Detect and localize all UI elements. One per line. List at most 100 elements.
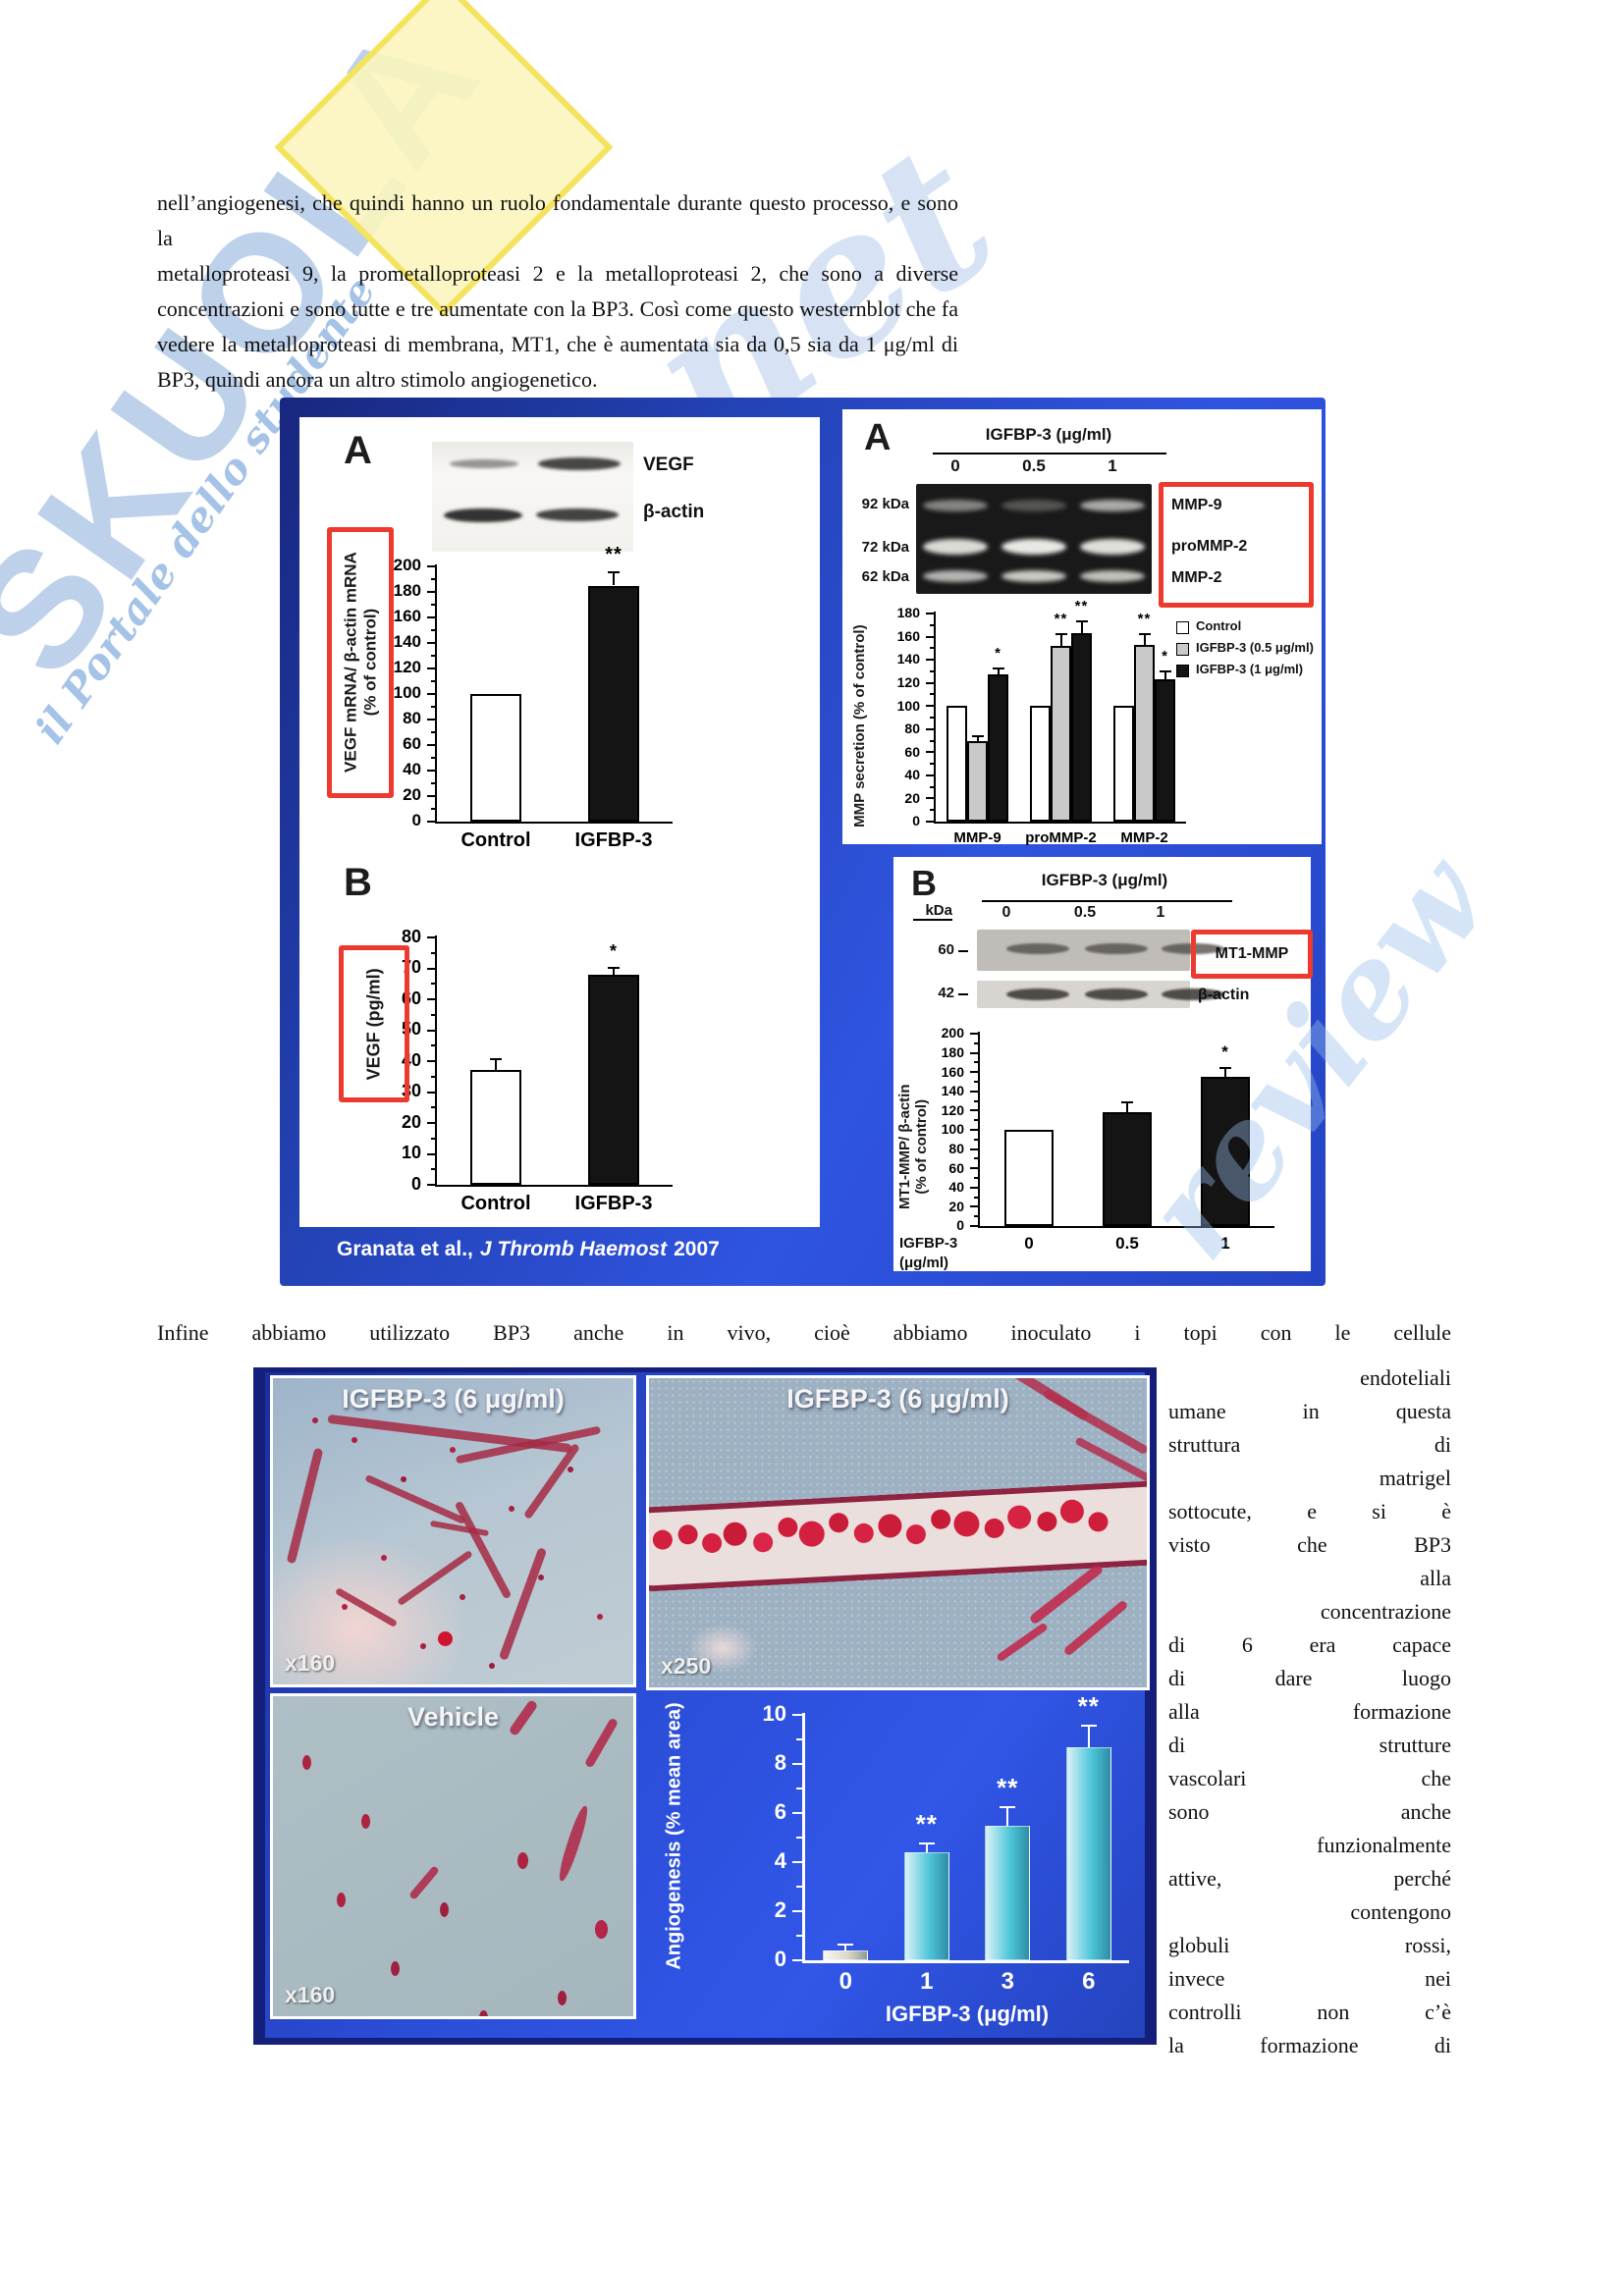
tick-label: 200	[393, 556, 421, 575]
tick-label: 0	[956, 1217, 964, 1234]
tick-label: 8	[774, 1750, 786, 1776]
invivo-column-line-8: concentrazione	[1320, 1599, 1451, 1624]
error-cap	[1121, 1100, 1133, 1103]
micrograph-igfbp3-x250: IGFBP-3 (6 μg/ml) x250	[646, 1375, 1150, 1690]
tick-mark	[431, 706, 435, 708]
blot-lane-label: 0.5	[1073, 904, 1097, 921]
legend-swatch	[1176, 621, 1189, 634]
significance-annotation: **	[997, 1772, 1019, 1802]
citation-journal: J Thromb Haemost	[479, 1238, 668, 1260]
tick-mark	[427, 967, 435, 970]
legend-label: IGFBP-3 (0.5 μg/ml)	[1196, 640, 1314, 655]
vessel-streak	[1028, 1563, 1105, 1626]
tick-mark	[926, 659, 934, 662]
error-cap	[1159, 669, 1171, 672]
tick-mark	[926, 681, 934, 684]
panel-a-label: A	[864, 417, 892, 458]
legend-label: Control	[1196, 618, 1242, 633]
blot-lane-label: 1	[1156, 904, 1165, 921]
protein-band	[536, 508, 619, 521]
invivo-column-line-4: matrigel	[1379, 1466, 1451, 1490]
error-cap	[918, 1842, 935, 1844]
invivo-column-line-20: controlli non c’è	[1168, 2000, 1451, 2024]
protein-band	[1006, 988, 1069, 1000]
vessel-streak	[1062, 1599, 1129, 1657]
tick-label: 0	[410, 1173, 421, 1194]
invivo-column-line-18: globuli rossi,	[1168, 1933, 1451, 1957]
protein-band	[1162, 988, 1224, 1000]
tick-mark	[427, 1060, 435, 1062]
category-label: proMMP-2	[1025, 829, 1097, 846]
blot-kda-label: 42	[938, 985, 954, 1001]
magnification-label: x160	[285, 1982, 336, 2007]
tick-mark	[926, 821, 934, 823]
intro-paragraph-line-1: nell’angiogenesi, che quindi hanno un ru…	[157, 190, 958, 250]
tick-label: 20	[948, 1198, 964, 1214]
invivo-column-line-11: alla formazione	[1168, 1699, 1451, 1724]
tick-mark	[930, 717, 934, 719]
error-cap	[608, 966, 620, 969]
invivo-column-line-3: struttura di	[1168, 1432, 1451, 1457]
invivo-column-line-19: invece nei	[1168, 1966, 1451, 1991]
bar	[967, 740, 988, 822]
bar	[1051, 645, 1071, 822]
blot-band-label-vegf: VEGF	[643, 454, 694, 475]
tick-mark	[974, 1119, 978, 1122]
tick-mark	[431, 1044, 435, 1047]
gel-band-name: MMP-9	[1171, 497, 1222, 513]
tick-mark	[431, 808, 435, 810]
tick-label: 120	[941, 1101, 964, 1118]
tick-label: 80	[401, 926, 421, 946]
significance-annotation: **	[1137, 611, 1152, 628]
bar	[1004, 1130, 1054, 1226]
intro-paragraph-line-2: metalloproteasi 9, la prometalloproteasi…	[157, 261, 958, 286]
bar	[588, 585, 639, 822]
significance-annotation: **	[915, 1809, 938, 1839]
tick-mark	[974, 1138, 978, 1141]
tick-mark	[970, 1205, 978, 1208]
ylabel-vegf-protein: VEGF (pg/ml)	[363, 968, 384, 1080]
figure2-invivo-panel: IGFBP-3 (6 μg/ml) x160 IGFBP-3 (6 μg/ml)…	[253, 1367, 1157, 2045]
invivo-column-line-2: umane in questa	[1168, 1399, 1451, 1423]
vessel-streak	[455, 1425, 602, 1465]
tick-mark	[974, 1041, 978, 1044]
bar	[470, 1070, 521, 1185]
bar	[1134, 644, 1155, 822]
blot-band-label-bactin: β-actin	[1198, 987, 1250, 1003]
category-label: 6	[1082, 1968, 1096, 1995]
invivo-column-line-5: sottocute, e si è	[1168, 1499, 1451, 1523]
tick-mark	[427, 998, 435, 1000]
category-label: 0	[839, 1968, 852, 1995]
blot-kda-dash	[958, 950, 968, 952]
error-cap	[992, 667, 1004, 670]
bar	[1201, 1077, 1250, 1226]
significance-annotation: **	[605, 544, 622, 566]
tick-mark	[796, 1886, 802, 1888]
error-bar	[1006, 1805, 1009, 1826]
significance-annotation: *	[609, 940, 618, 961]
gel-lane-label: 0.5	[1022, 456, 1046, 475]
tick-mark	[930, 693, 934, 696]
significance-annotation: *	[1162, 647, 1168, 665]
tick-mark	[427, 1029, 435, 1032]
tick-mark	[427, 821, 435, 823]
tick-mark	[974, 1099, 978, 1102]
tick-mark	[427, 1091, 435, 1094]
blot-band-label-bactin: β-actin	[643, 502, 705, 522]
gel-band-name: MMP-2	[1171, 569, 1222, 586]
tick-mark	[792, 1861, 802, 1863]
invivo-column-line-1: endoteliali	[1360, 1365, 1451, 1390]
invivo-column-line-10: di dare luogo	[1168, 1666, 1451, 1690]
error-cap	[838, 1943, 854, 1946]
tick-mark	[792, 1910, 802, 1912]
tick-mark	[431, 983, 435, 986]
bar	[588, 974, 639, 1185]
gel-band-labels-box: MMP-9 proMMP-2 MMP-2	[1159, 482, 1314, 608]
category-label: 0.5	[1115, 1234, 1139, 1253]
significance-annotation: **	[1074, 598, 1089, 615]
tick-mark	[930, 623, 934, 626]
vessel-streak	[498, 1547, 548, 1661]
tick-mark	[974, 1081, 978, 1083]
error-bar	[844, 1943, 847, 1950]
y-axis	[435, 564, 437, 824]
